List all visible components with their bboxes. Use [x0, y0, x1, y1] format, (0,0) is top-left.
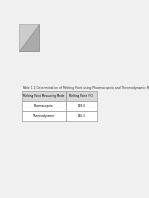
Bar [66, 101, 97, 111]
Text: Melting Point (°C): Melting Point (°C) [69, 94, 94, 98]
Text: 156.3: 156.3 [77, 114, 85, 118]
Text: 158.4: 158.4 [77, 104, 85, 108]
Text: Melting Point Measuring Mode: Melting Point Measuring Mode [23, 94, 65, 98]
Text: Pharmacopeia: Pharmacopeia [34, 104, 54, 108]
Text: Thermodynamic: Thermodynamic [33, 114, 55, 118]
Bar [22, 111, 66, 121]
Bar [66, 111, 97, 121]
Polygon shape [19, 24, 39, 51]
Text: Table 1.1 Determination of Melting Point using Pharmacopeia and Thermodynamic Me: Table 1.1 Determination of Melting Point… [22, 86, 149, 89]
Bar [22, 101, 66, 111]
Polygon shape [19, 24, 39, 51]
Bar [22, 91, 66, 101]
Bar [66, 91, 97, 101]
